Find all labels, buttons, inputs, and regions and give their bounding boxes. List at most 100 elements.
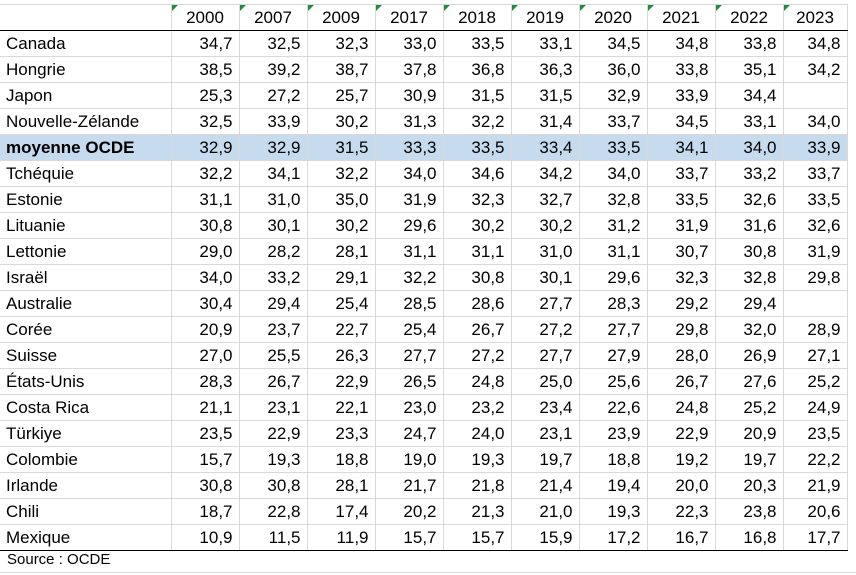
value-cell[interactable]: 30,8	[442, 264, 512, 291]
value-cell[interactable]: 37,8	[374, 56, 444, 83]
value-cell[interactable]: 21,9	[782, 472, 848, 499]
value-cell[interactable]: 30,8	[170, 212, 240, 239]
value-cell[interactable]: 10,9	[170, 524, 240, 551]
value-cell[interactable]: 32,2	[442, 108, 512, 135]
value-cell[interactable]: 30,8	[714, 238, 784, 265]
value-cell[interactable]: 38,7	[306, 56, 376, 83]
value-cell[interactable]: 35,0	[306, 186, 376, 213]
value-cell[interactable]: 25,3	[170, 82, 240, 109]
value-cell[interactable]: 31,9	[782, 238, 848, 265]
row-label-cell[interactable]: Colombie	[0, 446, 172, 473]
value-cell[interactable]	[782, 82, 848, 109]
column-header-year[interactable]: 2017	[374, 4, 444, 31]
row-label-cell[interactable]: Tchéquie	[0, 160, 172, 187]
value-cell[interactable]: 19,2	[646, 446, 716, 473]
value-cell[interactable]: 19,4	[578, 472, 648, 499]
value-cell[interactable]: 24,8	[442, 368, 512, 395]
value-cell[interactable]: 33,7	[646, 160, 716, 187]
value-cell[interactable]: 27,9	[578, 342, 648, 369]
value-cell[interactable]: 31,0	[238, 186, 308, 213]
value-cell[interactable]: 21,7	[374, 472, 444, 499]
value-cell[interactable]: 26,7	[646, 368, 716, 395]
value-cell[interactable]: 34,8	[782, 30, 848, 57]
value-cell[interactable]: 33,9	[238, 108, 308, 135]
value-cell[interactable]: 33,2	[714, 160, 784, 187]
value-cell[interactable]: 31,9	[646, 212, 716, 239]
row-label-cell[interactable]: Nouvelle-Zélande	[0, 108, 172, 135]
value-cell[interactable]: 31,4	[510, 108, 580, 135]
value-cell[interactable]: 26,7	[238, 368, 308, 395]
value-cell[interactable]: 32,3	[442, 186, 512, 213]
value-cell[interactable]: 25,2	[714, 394, 784, 421]
value-cell[interactable]: 30,9	[374, 82, 444, 109]
row-label-cell[interactable]: Suisse	[0, 342, 172, 369]
value-cell[interactable]: 11,5	[238, 524, 308, 551]
value-cell[interactable]: 18,8	[578, 446, 648, 473]
row-label-cell[interactable]: Türkiye	[0, 420, 172, 447]
value-cell[interactable]: 32,9	[170, 134, 240, 161]
value-cell[interactable]: 17,4	[306, 498, 376, 525]
value-cell[interactable]: 31,1	[170, 186, 240, 213]
value-cell[interactable]: 29,2	[646, 290, 716, 317]
value-cell[interactable]: 26,3	[306, 342, 376, 369]
column-header-year[interactable]: 2023	[782, 4, 848, 31]
value-cell[interactable]: 30,1	[238, 212, 308, 239]
value-cell[interactable]: 19,3	[238, 446, 308, 473]
row-label-cell[interactable]: Lettonie	[0, 238, 172, 265]
value-cell[interactable]: 29,8	[646, 316, 716, 343]
value-cell[interactable]: 15,7	[170, 446, 240, 473]
row-label-cell[interactable]: Hongrie	[0, 56, 172, 83]
value-cell[interactable]: 32,8	[578, 186, 648, 213]
value-cell[interactable]: 31,5	[510, 82, 580, 109]
value-cell[interactable]: 23,7	[238, 316, 308, 343]
corner-cell[interactable]	[0, 4, 172, 31]
value-cell[interactable]: 21,0	[510, 498, 580, 525]
row-label-cell[interactable]: Irlande	[0, 472, 172, 499]
value-cell[interactable]: 27,7	[578, 316, 648, 343]
value-cell[interactable]: 35,1	[714, 56, 784, 83]
value-cell[interactable]: 28,5	[374, 290, 444, 317]
value-cell[interactable]: 20,3	[714, 472, 784, 499]
value-cell[interactable]: 36,3	[510, 56, 580, 83]
value-cell[interactable]: 23,0	[374, 394, 444, 421]
value-cell[interactable]: 31,3	[374, 108, 444, 135]
value-cell[interactable]: 32,2	[170, 160, 240, 187]
column-header-year[interactable]: 2000	[170, 4, 240, 31]
value-cell[interactable]: 33,5	[442, 134, 512, 161]
value-cell[interactable]: 28,6	[442, 290, 512, 317]
value-cell[interactable]: 24,9	[782, 394, 848, 421]
value-cell[interactable]: 32,7	[510, 186, 580, 213]
value-cell[interactable]: 32,6	[782, 212, 848, 239]
value-cell[interactable]: 29,8	[782, 264, 848, 291]
value-cell[interactable]: 34,6	[442, 160, 512, 187]
value-cell[interactable]: 28,2	[238, 238, 308, 265]
row-label-cell[interactable]: Estonie	[0, 186, 172, 213]
value-cell[interactable]: 32,0	[714, 316, 784, 343]
value-cell[interactable]: 34,0	[714, 134, 784, 161]
value-cell[interactable]: 33,5	[578, 134, 648, 161]
value-cell[interactable]: 36,8	[442, 56, 512, 83]
row-label-cell[interactable]: États-Unis	[0, 368, 172, 395]
value-cell[interactable]: 32,3	[646, 264, 716, 291]
value-cell[interactable]: 26,7	[442, 316, 512, 343]
value-cell[interactable]: 27,1	[782, 342, 848, 369]
value-cell[interactable]: 29,6	[374, 212, 444, 239]
row-label-cell[interactable]: Japon	[0, 82, 172, 109]
value-cell[interactable]: 33,1	[714, 108, 784, 135]
value-cell[interactable]: 34,7	[170, 30, 240, 57]
value-cell[interactable]: 30,8	[238, 472, 308, 499]
value-cell[interactable]: 22,3	[646, 498, 716, 525]
value-cell[interactable]: 20,2	[374, 498, 444, 525]
value-cell[interactable]: 25,4	[306, 290, 376, 317]
value-cell[interactable]: 27,2	[510, 316, 580, 343]
value-cell[interactable]: 34,8	[646, 30, 716, 57]
value-cell[interactable]: 33,1	[510, 30, 580, 57]
value-cell[interactable]: 33,8	[646, 56, 716, 83]
value-cell[interactable]: 34,0	[170, 264, 240, 291]
value-cell[interactable]: 23,2	[442, 394, 512, 421]
value-cell[interactable]: 23,3	[306, 420, 376, 447]
value-cell[interactable]: 34,2	[782, 56, 848, 83]
value-cell[interactable]: 22,9	[306, 368, 376, 395]
value-cell[interactable]: 34,5	[578, 30, 648, 57]
value-cell[interactable]: 30,1	[510, 264, 580, 291]
